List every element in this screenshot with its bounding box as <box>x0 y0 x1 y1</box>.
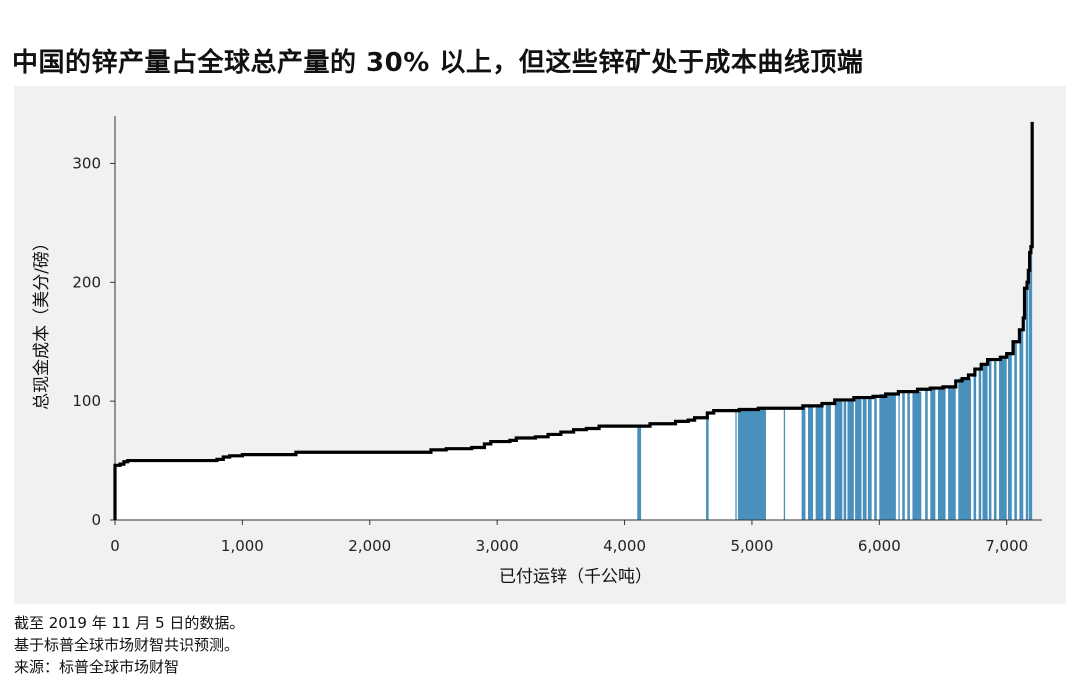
highlight-bar <box>930 388 936 520</box>
y-tick-label: 300 <box>72 154 101 172</box>
highlight-bar <box>1019 329 1024 520</box>
x-tick-label: 2,000 <box>348 537 391 555</box>
y-tick-label: 0 <box>91 511 101 529</box>
highlight-bar <box>807 405 814 520</box>
highlight-bar <box>973 369 977 520</box>
highlight-bar <box>843 399 847 520</box>
chart-area: 0 1,000 2,000 3,000 4,000 5,000 6,000 7,000 0 100… <box>14 86 1066 604</box>
cost-curve-line <box>113 121 1034 520</box>
highlight-bar <box>958 378 972 520</box>
curve-line-group <box>113 121 1034 520</box>
axes-layer: 0 1,000 2,000 3,000 4,000 5,000 6,000 7,000 0 100… <box>32 116 1042 587</box>
highlight-bar <box>1025 282 1029 520</box>
highlight-bar <box>847 399 854 520</box>
highlight-bar <box>879 394 896 520</box>
x-tick-label: 6,000 <box>858 537 901 555</box>
x-tick-label: 3,000 <box>476 537 519 555</box>
highlight-bar <box>999 357 1007 520</box>
highlight-bar <box>898 391 900 520</box>
highlight-bar <box>978 369 982 520</box>
note-date: 截至 2019 年 11 月 5 日的数据。 <box>14 614 245 632</box>
highlight-bar <box>737 409 766 520</box>
highlight-bar <box>855 397 862 520</box>
highlight-bar <box>874 396 877 520</box>
y-tick-label: 100 <box>72 392 101 410</box>
y-axis-title: 总现金成本（美分/磅） <box>32 234 52 410</box>
highlight-bar <box>902 391 905 520</box>
note-method: 基于标普全球市场财智共识预测。 <box>14 636 240 654</box>
highlight-bar <box>834 399 843 520</box>
highlight-bar <box>1014 341 1017 520</box>
x-tick-label: 0 <box>110 537 120 555</box>
highlight-bar <box>948 386 956 520</box>
x-tick-label: 4,000 <box>603 537 646 555</box>
highlight-bar <box>1028 252 1033 521</box>
x-tick-label: 1,000 <box>221 537 264 555</box>
x-tick-label: 5,000 <box>730 537 773 555</box>
highlight-bar <box>912 391 922 520</box>
highlight-bar <box>862 397 867 520</box>
highlight-bar <box>937 388 946 520</box>
highlight-bar <box>907 391 910 520</box>
x-tick-label: 7,000 <box>985 537 1028 555</box>
highlight-bar <box>988 359 992 520</box>
cost-curve-chart: 0 1,000 2,000 3,000 4,000 5,000 6,000 7,000 0 100… <box>32 116 1042 587</box>
note-source: 来源：标普全球市场财智 <box>14 658 180 676</box>
highlight-bar <box>815 405 824 520</box>
chart-title: 中国的锌产量占全球总产量的 30% 以上，但这些锌矿处于成本曲线顶端 <box>12 48 864 78</box>
highlight-bar <box>637 426 642 520</box>
x-axis-title: 已付运锌（千公吨） <box>499 567 652 587</box>
highlight-bar <box>982 364 988 520</box>
highlight-bar <box>1007 353 1012 520</box>
highlight-bar <box>925 389 928 520</box>
highlight-bar <box>993 359 997 520</box>
highlight-bar <box>783 408 786 520</box>
highlight-bar <box>825 403 831 520</box>
highlight-bar <box>706 413 709 520</box>
y-tick-label: 200 <box>72 273 101 291</box>
highlight-layer <box>637 252 1033 521</box>
footnotes: 截至 2019 年 11 月 5 日的数据。 基于标普全球市场财智共识预测。 来… <box>14 612 244 678</box>
highlight-bar <box>801 405 806 520</box>
highlight-bar <box>735 410 737 520</box>
highlight-bar <box>867 397 872 520</box>
